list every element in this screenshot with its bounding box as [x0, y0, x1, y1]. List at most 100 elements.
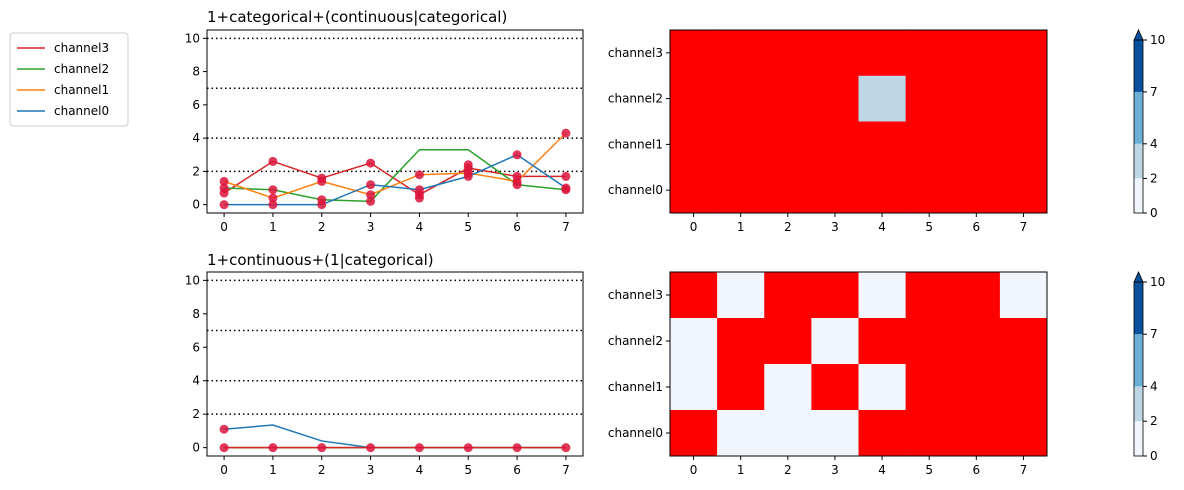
top-line-marker [317, 195, 327, 205]
bottom-heatmap-ytick-label: channel1 [608, 380, 663, 394]
top-heatmap-xtick-label: 6 [972, 220, 980, 234]
top-heatmap-cell [764, 75, 812, 122]
bottom-line-ytick-label: 8 [192, 307, 200, 321]
colorbar-bottom-tick-label: 2 [1150, 414, 1158, 428]
legend-label-channel2: channel2 [54, 62, 109, 76]
legend: channel3 channel2 channel1 channel0 [9, 32, 129, 127]
top-line-marker [366, 190, 376, 200]
top-line-marker [268, 185, 278, 195]
bottom-heatmap-cell [952, 364, 1001, 411]
legend-label-channel0: channel0 [54, 104, 109, 118]
bottom-heatmap-xtick-label: 5 [925, 463, 933, 477]
top-heatmap-cell [858, 30, 906, 77]
colorbar-bottom-band [1134, 334, 1143, 387]
top-line-ytick-label: 4 [192, 131, 200, 145]
colorbar-top-tick-label: 0 [1150, 206, 1158, 220]
heatmap-bottom: 0 1 2 3 4 5 6 7 channel3 channel2 channel1 channel0 [608, 271, 1048, 477]
bottom-heatmap-ytick-label: channel0 [608, 426, 663, 440]
colorbar-top: 0 2 4 7 10 [1133, 29, 1165, 220]
top-heatmap-cell [811, 30, 859, 77]
top-heatmap-ytick-label: channel1 [608, 137, 663, 151]
top-heatmap-xtick-label: 4 [878, 220, 886, 234]
top-heatmap-xtick-label: 3 [831, 220, 839, 234]
bottom-heatmap-cell [717, 272, 765, 319]
top-line-marker [366, 180, 376, 190]
legend-label-channel3: channel3 [54, 41, 109, 55]
bottom-heatmap-xtick-label: 7 [1020, 463, 1028, 477]
top-heatmap-cell [952, 121, 1001, 168]
bottom-heatmap-cell [858, 318, 906, 365]
top-heatmap-xtick-label: 2 [784, 220, 792, 234]
chart-title-bottom: 1+continuous+(1|categorical) [207, 251, 434, 269]
bottom-heatmap-xtick-label: 0 [690, 463, 698, 477]
top-heatmap-ytick-label: channel2 [608, 92, 663, 106]
top-heatmap-cell [858, 167, 906, 214]
top-heatmap-xtick-label: 0 [690, 220, 698, 234]
top-heatmap-cell [858, 121, 906, 168]
bottom-heatmap-cell [858, 410, 906, 457]
bottom-heatmap-cell [858, 364, 906, 411]
bottom-heatmap-cell [717, 410, 765, 457]
top-heatmap-xtick-label: 5 [925, 220, 933, 234]
colorbar-top-band [1134, 40, 1143, 92]
bottom-heatmap-cell [717, 318, 765, 365]
top-line-xtick-label: 3 [367, 220, 375, 234]
top-line-marker [463, 160, 473, 170]
top-heatmap-cell [952, 167, 1001, 214]
bottom-line-xtick-label: 0 [220, 463, 228, 477]
colorbar-top-tick-label: 7 [1150, 85, 1158, 99]
bottom-line-ytick-label: 0 [192, 441, 200, 455]
bottom-line-ytick-label: 4 [192, 374, 200, 388]
top-line-marker [414, 185, 424, 195]
bottom-line-marker [366, 443, 376, 453]
top-heatmap-cell [670, 75, 718, 122]
bottom-heatmap-cell [905, 318, 954, 365]
legend-frame [9, 32, 129, 127]
top-heatmap-cell [717, 121, 765, 168]
top-heatmap-xtick-label: 1 [737, 220, 745, 234]
top-line-xtick-label: 0 [220, 220, 228, 234]
line-chart-bottom: 1+continuous+(1|categorical) 0 1 2 3 4 5 6 7 0 2 4… [185, 251, 584, 477]
bottom-line-xtick-label: 1 [269, 463, 277, 477]
bottom-heatmap-cell [999, 410, 1048, 457]
top-heatmap-cell [670, 121, 718, 168]
top-heatmap-cell [811, 121, 859, 168]
bottom-line-marker [414, 443, 424, 453]
colorbar-bottom-tick-label: 4 [1150, 379, 1158, 393]
top-line-marker [561, 171, 571, 181]
bottom-heatmap-xtick-label: 3 [831, 463, 839, 477]
bottom-heatmap-cell [670, 364, 718, 411]
bottom-line-ytick-label: 2 [192, 407, 200, 421]
bottom-heatmap-cell [764, 272, 812, 319]
top-line-xtick-label: 6 [513, 220, 521, 234]
bottom-line-marker [512, 443, 522, 453]
top-line-series-channel3 [223, 160, 566, 196]
top-heatmap-cell [717, 167, 765, 214]
top-line-xtick-label: 4 [416, 220, 424, 234]
bottom-line-xtick-label: 5 [464, 463, 472, 477]
top-line-marker [268, 200, 278, 210]
top-line-series-channel2 [224, 149, 566, 203]
axes-frame-bottom-left [206, 271, 584, 457]
colorbar-top-outline [1133, 39, 1144, 214]
top-heatmap-cell [999, 75, 1048, 122]
bottom-heatmap-cell [905, 410, 954, 457]
top-line-xtick-label: 7 [562, 220, 570, 234]
top-line-marker [219, 176, 229, 186]
colorbar-top-band [1134, 178, 1143, 213]
bottom-line-ytick-label: 10 [185, 273, 200, 287]
top-heatmap-cell [905, 121, 954, 168]
top-heatmap-cell [670, 167, 718, 214]
bottom-heatmap-cell [905, 364, 954, 411]
top-line-marker [512, 150, 522, 160]
bottom-line-xtick-label: 3 [367, 463, 375, 477]
top-heatmap-cell [858, 75, 906, 122]
colorbar-top-tick-label: 4 [1150, 137, 1158, 151]
top-line-series-channel1 [223, 132, 567, 199]
bottom-heatmap-cell [670, 272, 718, 319]
bottom-line-marker [561, 443, 571, 453]
bottom-line-marker [219, 424, 229, 434]
colorbar-bottom-tick-label: 10 [1150, 275, 1165, 289]
bottom-line-ytick-label: 6 [192, 340, 200, 354]
